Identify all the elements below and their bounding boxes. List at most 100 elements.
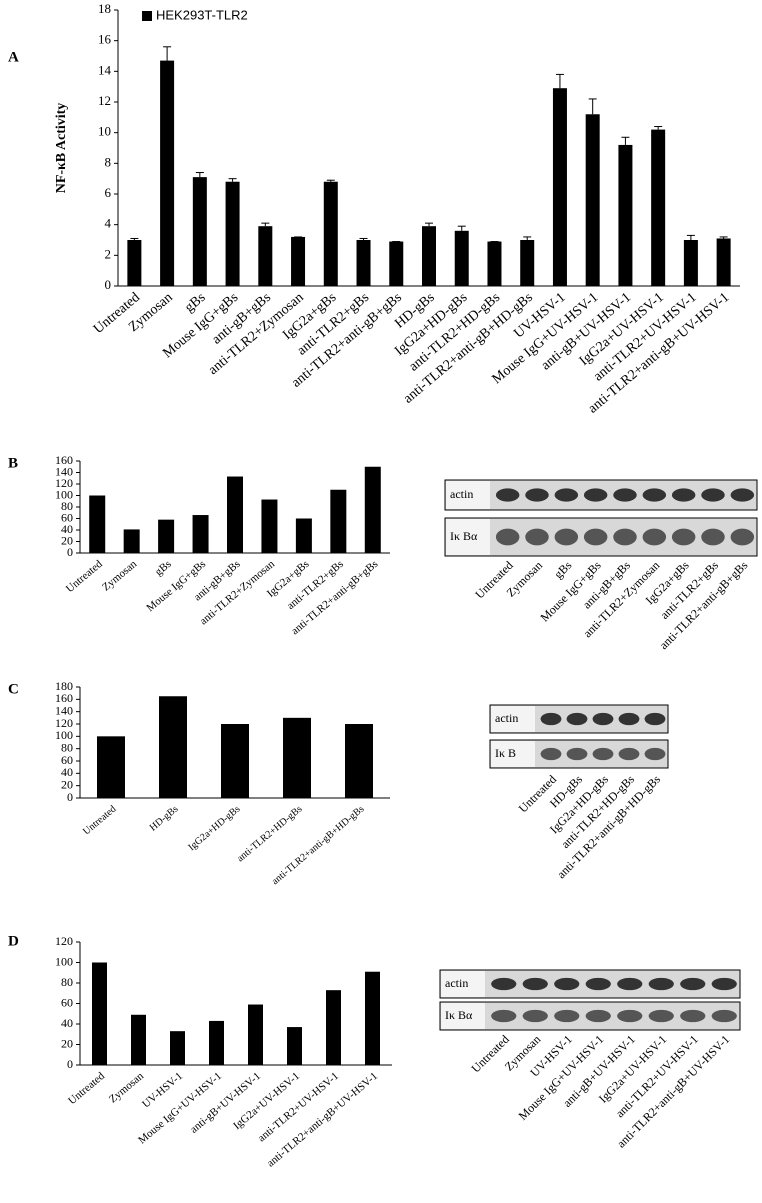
blot-band <box>525 528 549 546</box>
panel-letter: B <box>8 455 18 471</box>
y-tick-label: 12 <box>98 93 111 108</box>
blot-band <box>592 712 614 726</box>
y-tick-label: 10 <box>98 124 111 139</box>
bar <box>209 1020 224 1065</box>
error-bar <box>621 136 630 145</box>
bar <box>323 181 338 286</box>
bar <box>618 144 633 286</box>
blot-band <box>491 1009 517 1023</box>
blot-band <box>642 528 667 546</box>
blot-band <box>680 1009 706 1023</box>
blot-row-label: actin <box>445 976 468 990</box>
y-tick-label: 120 <box>55 716 73 730</box>
blot-band <box>711 1009 737 1023</box>
blot-band <box>566 747 588 761</box>
blot-band <box>585 977 611 991</box>
blot-band <box>583 488 608 502</box>
error-bar <box>719 236 728 239</box>
legend-label: HEK293T-TLR2 <box>156 7 248 22</box>
blot-band <box>644 747 666 761</box>
y-tick-label: 20 <box>61 1036 73 1050</box>
y-tick-label: 16 <box>98 32 112 47</box>
bar <box>520 240 535 286</box>
bar <box>345 724 373 798</box>
x-tick-label: Mouse IgG+gBs <box>144 558 208 614</box>
y-tick-label: 80 <box>61 499 73 513</box>
y-tick-label: 60 <box>61 995 73 1009</box>
blot-row-label: Iκ Bα <box>450 529 478 543</box>
x-tick-label: Untreated <box>66 1070 107 1107</box>
blot-label-bg <box>441 971 485 997</box>
y-tick-label: 140 <box>55 703 73 717</box>
blot-band <box>495 488 520 502</box>
blot-band <box>592 747 614 761</box>
error-bar <box>523 236 532 240</box>
bar <box>192 515 209 553</box>
y-tick-label: 100 <box>55 954 73 968</box>
x-tick-label: anti-TLR2+HD-gBs <box>235 804 304 865</box>
bar <box>683 240 698 286</box>
blot-band <box>613 528 637 546</box>
bar <box>585 114 600 287</box>
x-tick-label: gBs <box>153 558 174 578</box>
blot-band <box>554 488 579 502</box>
blot-label-bg <box>441 1003 485 1029</box>
blot-band <box>730 528 755 546</box>
y-tick-label: 40 <box>61 522 73 536</box>
bar <box>170 1031 185 1065</box>
y-tick-label: 4 <box>105 216 112 231</box>
blot-row-label: Iκ B <box>495 746 516 760</box>
bar <box>295 518 312 553</box>
bar <box>192 177 207 286</box>
blot-band <box>583 528 608 546</box>
error-bar <box>359 237 368 240</box>
y-tick-label: 2 <box>105 246 112 261</box>
bar <box>487 241 502 286</box>
y-tick-label: 120 <box>55 934 73 948</box>
bar <box>97 736 125 798</box>
blot-label-bg <box>491 741 535 767</box>
bar <box>291 236 306 286</box>
bar <box>89 495 106 553</box>
y-tick-label: 20 <box>61 533 73 547</box>
x-tick-label: IgG2a+UV-HSV-1 <box>231 1070 302 1132</box>
y-tick-label: 100 <box>55 728 73 742</box>
blot-band <box>671 528 696 546</box>
blot-band <box>680 977 706 991</box>
bar <box>221 724 249 798</box>
blot-band <box>617 977 643 991</box>
blot-band <box>491 977 517 991</box>
y-tick-label: 60 <box>61 510 73 524</box>
y-tick-label: 20 <box>61 777 73 791</box>
blot-band <box>618 747 640 761</box>
blot-band <box>730 488 755 502</box>
y-tick-label: 80 <box>61 740 73 754</box>
blot-label-bg <box>491 706 535 732</box>
x-tick-label: Untreated <box>81 804 118 838</box>
blot-row-label: actin <box>450 487 473 501</box>
bar <box>283 717 311 798</box>
error-bar <box>654 126 663 130</box>
panel-letter: C <box>8 681 19 697</box>
blot-band <box>648 977 674 991</box>
bar <box>422 226 436 286</box>
panel-letter: A <box>8 49 19 65</box>
blot-row-label: Iκ Bα <box>445 1008 473 1022</box>
y-tick-label: 0 <box>67 1057 73 1071</box>
bar <box>365 971 380 1065</box>
blot-band <box>525 488 549 502</box>
error-bar <box>425 222 433 227</box>
y-tick-label: 60 <box>61 753 73 767</box>
error-bar <box>555 73 564 89</box>
blot-band <box>554 528 579 546</box>
x-tick-label: IgG2a+HD-gBs <box>186 804 242 854</box>
bar <box>127 240 142 286</box>
error-bar <box>326 179 335 182</box>
panel-letter: D <box>8 933 19 949</box>
error-bar <box>228 178 237 182</box>
bar <box>261 499 278 553</box>
bar <box>454 230 469 286</box>
blot-band <box>701 488 725 502</box>
y-tick-label: 6 <box>105 185 112 200</box>
